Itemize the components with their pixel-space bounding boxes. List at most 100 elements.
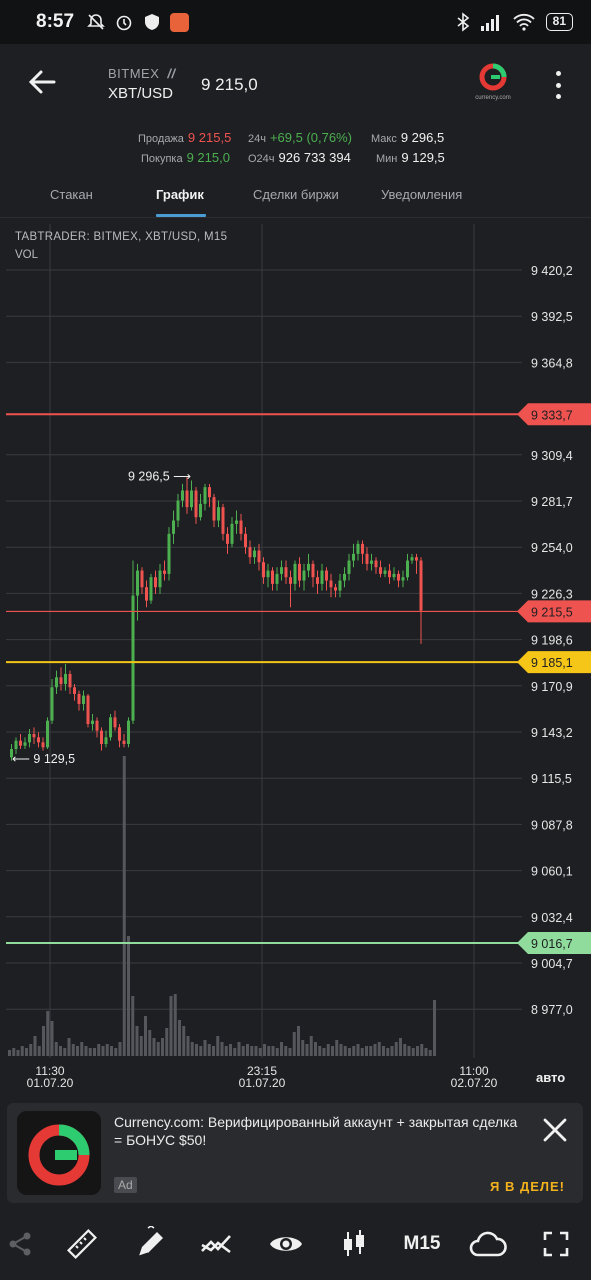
y-tick-label: 9 364,8 xyxy=(531,356,573,370)
ruler-icon[interactable] xyxy=(62,1224,102,1264)
volume-bar xyxy=(433,1000,436,1056)
tab-alerts[interactable]: Уведомления xyxy=(381,187,463,202)
bluetooth-icon xyxy=(457,12,469,32)
y-tick-label: 8 977,0 xyxy=(531,1003,573,1017)
candle-body xyxy=(361,543,364,554)
volume-bar xyxy=(348,1048,351,1056)
tab-orderbook[interactable]: Стакан xyxy=(50,187,93,202)
x-tick-label: 23:15 xyxy=(247,1064,277,1078)
ad-banner[interactable]: Currency.com: Верифицированный аккаунт +… xyxy=(7,1103,583,1203)
volume-bar xyxy=(275,1048,279,1056)
candle-body xyxy=(37,737,40,743)
candle-body xyxy=(217,507,220,521)
y-tick-label: 9 115,5 xyxy=(531,772,572,786)
volume-bar xyxy=(250,1046,254,1056)
candle-body xyxy=(194,490,198,518)
candle-body xyxy=(284,567,288,578)
x-tick-date-label: 02.07.20 xyxy=(451,1076,498,1090)
volume-bar xyxy=(33,1036,37,1056)
share-icon[interactable] xyxy=(0,1224,40,1264)
candles-icon[interactable] xyxy=(334,1224,374,1264)
volume-bar xyxy=(161,1038,164,1056)
volume-bar xyxy=(297,1026,300,1056)
header: BITMEX// XBT/USD 9 215,0 currency.com xyxy=(0,44,591,124)
candle-body xyxy=(379,567,382,574)
volume-bar xyxy=(224,1046,228,1056)
indicators-icon[interactable] xyxy=(197,1224,237,1264)
candle-body xyxy=(226,533,229,544)
cloud-icon[interactable] xyxy=(468,1224,508,1264)
volume-bar xyxy=(12,1048,16,1056)
ad-cta-button[interactable]: Я В ДЕЛЕ! xyxy=(489,1179,565,1194)
fullscreen-icon[interactable] xyxy=(536,1224,576,1264)
y-tick-label: 9 198,6 xyxy=(531,634,573,648)
volume-bar xyxy=(318,1046,322,1056)
close-icon[interactable] xyxy=(540,1115,570,1145)
candle-body xyxy=(293,563,297,584)
more-menu-icon[interactable] xyxy=(548,68,568,102)
mute-icon xyxy=(87,14,105,30)
min-stat: Мин 9 129,5 xyxy=(376,150,445,165)
volume-bar xyxy=(207,1044,211,1056)
ad-text: Currency.com: Верифицированный аккаунт +… xyxy=(114,1114,518,1148)
volume-bar xyxy=(165,1028,169,1056)
volume-bar xyxy=(139,1036,143,1056)
volume-bar xyxy=(50,1021,54,1056)
volume-bar xyxy=(326,1044,330,1056)
candle-body xyxy=(68,673,72,688)
candle-body xyxy=(230,523,234,544)
candle-body xyxy=(401,577,405,581)
candle-body xyxy=(334,587,337,591)
tab-chart[interactable]: График xyxy=(156,187,204,202)
pair-name: XBT/USD xyxy=(108,85,174,102)
volume-bar xyxy=(110,1046,113,1056)
signal-icon xyxy=(480,15,499,31)
candle-body xyxy=(82,695,85,704)
volume-bar xyxy=(156,1042,160,1056)
volume-bar xyxy=(178,1020,181,1056)
candle-body xyxy=(19,740,22,746)
candle-body xyxy=(343,573,346,581)
volume-bar xyxy=(101,1046,105,1056)
candle-body xyxy=(347,560,351,574)
price-chart[interactable]: 9 420,2 9 392,5 9 364,8 9 309,4 9 281,7 9 254… xyxy=(0,220,591,1100)
volume-bar xyxy=(144,1016,147,1056)
volume-bar xyxy=(428,1050,432,1056)
chart-canvas[interactable]: 9 420,2 9 392,5 9 364,8 9 309,4 9 281,7 9 254… xyxy=(0,220,591,1100)
pencil-icon[interactable] xyxy=(130,1224,170,1264)
last-price: 9 215,0 xyxy=(201,75,258,94)
auto-scale-button[interactable]: авто xyxy=(536,1070,566,1085)
alarm-icon xyxy=(116,15,132,31)
timeframe-button[interactable]: M15 xyxy=(403,1233,441,1254)
back-arrow-icon[interactable] xyxy=(26,66,58,98)
candle-body xyxy=(419,560,423,611)
market-stats: Продажа 9 215,5 Покупка 9 215,0 24ч +69,5 (… xyxy=(0,128,591,172)
y-tick-label: 9 420,2 xyxy=(531,264,573,278)
candle-body xyxy=(77,693,81,704)
candle-body xyxy=(73,687,76,694)
volume-bar xyxy=(195,1044,198,1056)
volume-bar xyxy=(280,1042,283,1056)
change-24h-stat: 24ч +69,5 (0,76%) xyxy=(248,130,352,145)
volume-bar xyxy=(54,1042,58,1056)
volume-bar xyxy=(182,1026,186,1056)
candle-body xyxy=(302,570,306,581)
candle-body xyxy=(325,570,328,581)
volume-bar xyxy=(314,1042,317,1056)
candle-body xyxy=(374,560,378,568)
price-level-label: 9 333,7 xyxy=(531,408,573,422)
y-tick-label: 9 004,7 xyxy=(531,957,573,971)
currency-com-logo[interactable]: currency.com xyxy=(472,62,514,104)
status-bar: 8:57 81 xyxy=(0,0,591,44)
candle-body xyxy=(239,520,243,534)
price-level-label: 9 016,7 xyxy=(531,937,573,951)
tab-trades[interactable]: Сделки биржи xyxy=(253,187,339,202)
price-level-tag xyxy=(517,403,591,426)
candle-body xyxy=(311,563,315,578)
volume-bar xyxy=(343,1046,347,1056)
candle-body xyxy=(397,573,400,581)
eye-icon[interactable] xyxy=(266,1224,306,1264)
volume-bar xyxy=(394,1042,398,1056)
volume-bar xyxy=(377,1042,381,1056)
volume-bar xyxy=(237,1042,241,1056)
